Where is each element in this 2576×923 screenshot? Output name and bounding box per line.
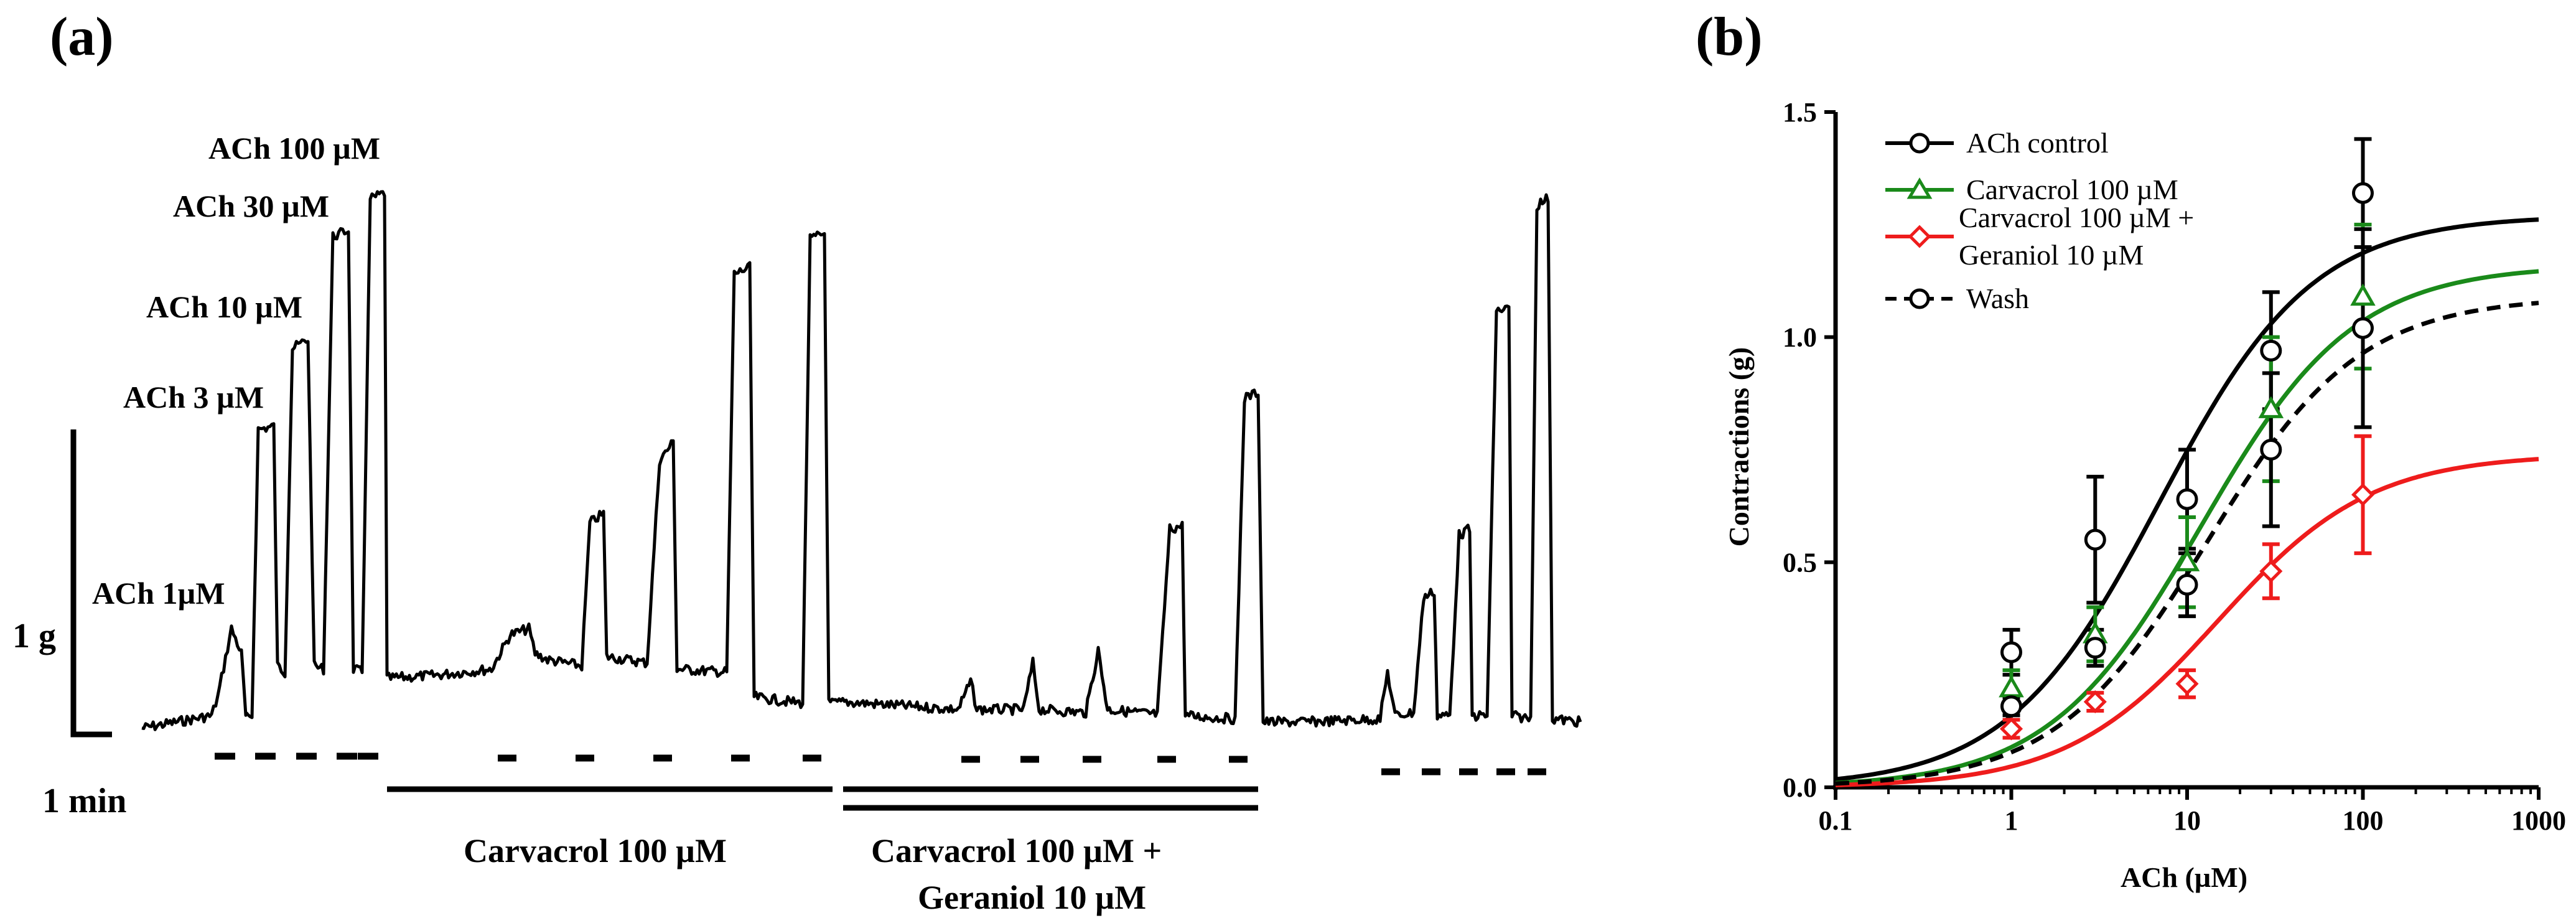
data-markers — [1999, 182, 2376, 741]
ach-label-3: ACh 3 µM — [123, 380, 264, 415]
point-carvacrol — [1999, 675, 2024, 698]
point-combo — [2351, 483, 2375, 507]
point-wash — [2176, 574, 2198, 596]
point-control — [2260, 339, 2282, 362]
legend-label-wash: Wash — [1966, 283, 2029, 314]
panel-a-label: (a) — [50, 7, 114, 67]
point-wash — [2260, 439, 2282, 461]
point-control — [2000, 641, 2022, 663]
panel-b: (b) 0.0 0.5 1.0 1.5 0.1 1 10 100 1000 Contractio… — [1696, 7, 2566, 893]
treatment-carvacrol: Carvacrol 100 µM — [464, 832, 727, 869]
x-tick-label: 1 — [2005, 805, 2018, 836]
y-tick-label: 0.5 — [1783, 547, 1817, 578]
treatment-combo-line2: Geraniol 10 µM — [918, 879, 1146, 916]
point-combo — [2175, 672, 2199, 696]
ach-label-100: ACh 100 µM — [208, 131, 380, 166]
x-tick-label: 0.1 — [1819, 805, 1853, 836]
point-carvacrol — [2258, 396, 2284, 418]
tension-trace — [141, 190, 1582, 731]
ach-label-30: ACh 30 µM — [173, 189, 329, 223]
point-control — [2176, 488, 2198, 510]
x-tick-label: 100 — [2343, 805, 2384, 836]
legend-item-combo: Carvacrol 100 µM + Geraniol 10 µM — [1885, 202, 2194, 271]
y-tick-label: 1.0 — [1783, 322, 1817, 353]
point-carvacrol — [2174, 549, 2200, 571]
fit-curve-combo — [1835, 457, 2539, 787]
legend-label-carvacrol: Carvacrol 100 µM — [1966, 174, 2178, 205]
point-carvacrol — [2350, 283, 2376, 306]
x-tick-label: 10 — [2173, 805, 2201, 836]
panel-a: (a) 1 g 1 min ACh 1µM ACh 3 µM ACh 10 µM… — [12, 7, 1582, 916]
legend-item-wash: Wash — [1885, 283, 2029, 314]
point-combo — [1999, 717, 2023, 741]
point-control — [2352, 182, 2374, 204]
y-tick-label: 1.5 — [1783, 97, 1817, 128]
point-wash — [2084, 637, 2106, 659]
y-tick-label: 0.0 — [1783, 772, 1817, 803]
legend-label-control: ACh control — [1966, 127, 2109, 159]
scale-x-label: 1 min — [42, 782, 126, 820]
legend-item-control: ACh control — [1885, 127, 2109, 159]
point-wash — [2352, 317, 2374, 339]
scale-bar — [70, 429, 112, 738]
point-combo — [2259, 560, 2283, 583]
treatment-combo-line1: Carvacrol 100 µM + — [871, 832, 1162, 869]
panel-b-label: (b) — [1696, 7, 1763, 67]
point-control — [2084, 528, 2106, 551]
ach-application-marks — [215, 752, 1546, 775]
ach-label-10: ACh 10 µM — [146, 289, 302, 324]
legend-item-carvacrol: Carvacrol 100 µM — [1885, 174, 2178, 205]
y-axis-label: Contractions (g) — [1723, 347, 1755, 547]
point-combo — [2083, 690, 2107, 714]
legend-label-combo-line1: Carvacrol 100 µM + — [1959, 202, 2194, 233]
x-tick-label: 1000 — [2511, 805, 2566, 836]
chart-axes: 0.0 0.5 1.0 1.5 0.1 1 10 100 1000 — [1783, 97, 2566, 836]
legend-label-combo-line2: Geraniol 10 µM — [1959, 239, 2144, 271]
scale-y-label: 1 g — [12, 617, 56, 655]
x-axis-label: ACh (µM) — [2121, 861, 2247, 893]
point-wash — [2000, 695, 2022, 718]
legend: ACh control Carvacrol 100 µM Carvacrol 1… — [1885, 127, 2194, 314]
ach-label-1: ACh 1µM — [92, 576, 225, 611]
